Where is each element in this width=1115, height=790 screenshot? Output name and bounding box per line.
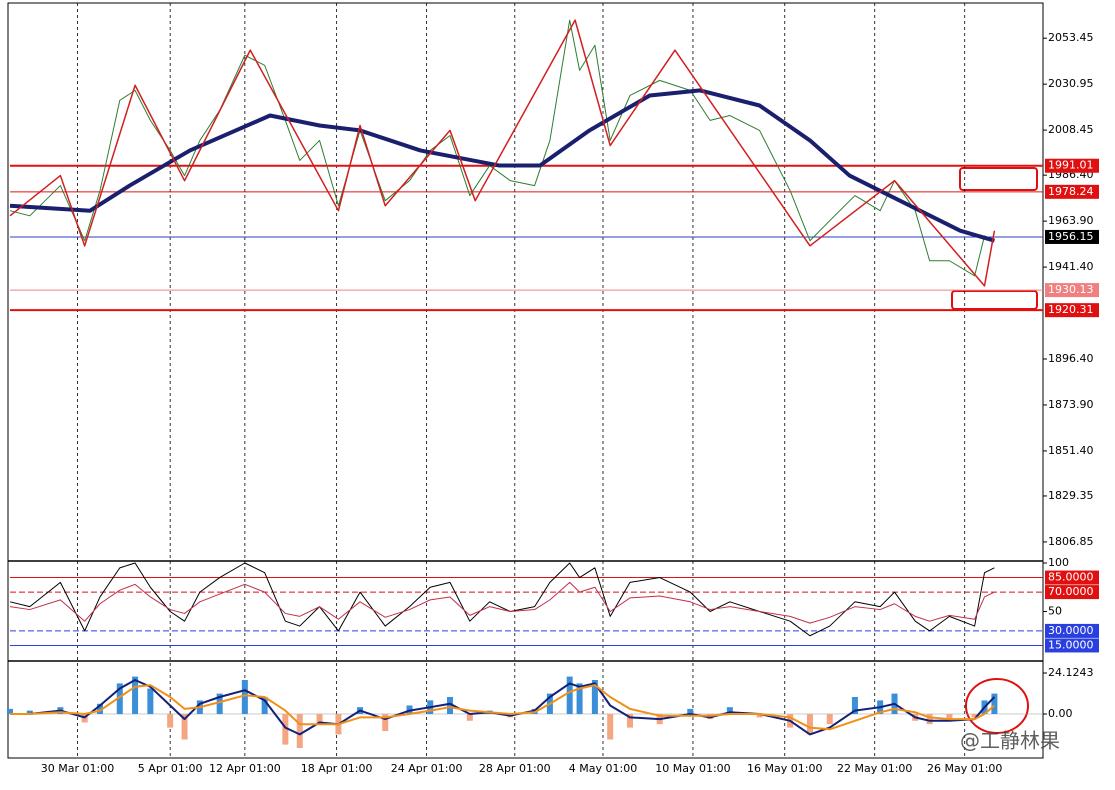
x-tick-label: 16 May 01:00 xyxy=(747,762,822,775)
annotation-box xyxy=(951,290,1038,310)
y-tick-label: 1941.40 xyxy=(1048,260,1094,273)
x-tick-label: 28 Apr 01:00 xyxy=(479,762,551,775)
level-label: 1920.31 xyxy=(1048,303,1094,316)
level-label-box xyxy=(1045,229,1099,244)
annotation-circle xyxy=(965,678,1029,734)
level-label-box xyxy=(1045,623,1099,638)
y-tick-label: 1896.40 xyxy=(1048,352,1094,365)
watermark: @工静林果 xyxy=(960,729,1060,753)
x-tick-label: 22 May 01:00 xyxy=(837,762,912,775)
histogram-bar xyxy=(991,693,998,714)
histogram-bar xyxy=(261,696,268,714)
histogram-bar xyxy=(946,713,953,720)
histogram-bar xyxy=(116,683,123,714)
y-tick-label: 1963.90 xyxy=(1048,214,1094,227)
histogram-bar xyxy=(826,713,833,725)
histogram-bar xyxy=(926,713,933,725)
series-line xyxy=(10,684,996,731)
level-label-box xyxy=(1045,570,1099,585)
histogram-bar xyxy=(26,710,33,714)
histogram-bar xyxy=(806,713,813,735)
histogram-bar xyxy=(216,693,223,714)
y-tick-label: 1851.40 xyxy=(1048,444,1094,457)
histogram-bar xyxy=(181,713,188,740)
y-tick-label: 100 xyxy=(1048,556,1069,569)
level-label: 1991.01 xyxy=(1048,159,1094,172)
level-label: 30.0000 xyxy=(1048,624,1094,637)
level-label-box xyxy=(1045,638,1099,653)
x-tick-label: 10 May 01:00 xyxy=(655,762,730,775)
level-label: 85.0000 xyxy=(1048,571,1094,584)
histogram-bar xyxy=(316,713,323,725)
histogram-bar xyxy=(96,703,103,714)
y-tick-label: 50 xyxy=(1048,605,1062,618)
y-tick-label: 24.1243 xyxy=(1048,666,1094,679)
y-tick-label: 2030.95 xyxy=(1048,77,1094,90)
series-line xyxy=(9,19,996,287)
level-label: 1930.13 xyxy=(1048,283,1094,296)
histogram-bar xyxy=(851,696,858,714)
level-label-box xyxy=(1045,585,1099,600)
x-tick-label: 24 Apr 01:00 xyxy=(391,762,463,775)
x-tick-label: 26 May 01:00 xyxy=(927,762,1002,775)
histogram-bar xyxy=(607,713,614,740)
histogram-bar xyxy=(687,708,694,714)
y-tick-label: 2008.45 xyxy=(1048,123,1094,136)
histogram-bar xyxy=(576,683,583,714)
level-label: 70.0000 xyxy=(1048,585,1094,598)
level-label-box xyxy=(1045,283,1099,298)
x-tick-label: 4 May 01:00 xyxy=(569,762,637,775)
level-label: 1956.15 xyxy=(1048,230,1094,243)
histogram-bar xyxy=(591,679,598,714)
y-tick-label: 0.00 xyxy=(1048,707,1073,720)
level-label: 15.0000 xyxy=(1048,638,1094,651)
annotation-box xyxy=(959,167,1038,191)
histogram-bar xyxy=(167,713,174,728)
histogram-bar xyxy=(466,713,473,721)
y-tick-label: 1873.90 xyxy=(1048,398,1094,411)
histogram-bar xyxy=(756,713,763,718)
level-label: 1978.24 xyxy=(1048,185,1094,198)
histogram-bar xyxy=(382,713,389,731)
histogram-bar xyxy=(296,713,303,748)
histogram-bar xyxy=(447,696,454,714)
x-tick-label: 18 Apr 01:00 xyxy=(301,762,373,775)
series-line xyxy=(9,562,995,637)
histogram-bar xyxy=(626,713,633,728)
histogram-bar xyxy=(566,676,573,714)
y-tick-label: 1829.35 xyxy=(1048,489,1094,502)
level-label-box xyxy=(1045,184,1099,199)
series-line xyxy=(9,19,995,277)
x-tick-label: 5 Apr 01:00 xyxy=(138,762,203,775)
level-label-box xyxy=(1045,303,1099,318)
plot-frame xyxy=(7,2,1044,759)
histogram-bar xyxy=(132,676,139,714)
x-tick-label: 12 Apr 01:00 xyxy=(209,762,281,775)
x-tick-label: 30 Mar 01:00 xyxy=(41,762,114,775)
series-line xyxy=(9,88,995,243)
histogram-bar xyxy=(282,713,289,745)
histogram-bar xyxy=(147,688,154,714)
series-line xyxy=(9,581,995,624)
histogram-bar xyxy=(241,679,248,714)
level-label-box xyxy=(1045,158,1099,173)
histogram-bar xyxy=(971,713,978,718)
histogram-bar xyxy=(726,707,733,714)
y-tick-label: 2053.45 xyxy=(1048,31,1094,44)
y-tick-label: 1806.85 xyxy=(1048,535,1094,548)
histogram-bar xyxy=(7,708,13,714)
